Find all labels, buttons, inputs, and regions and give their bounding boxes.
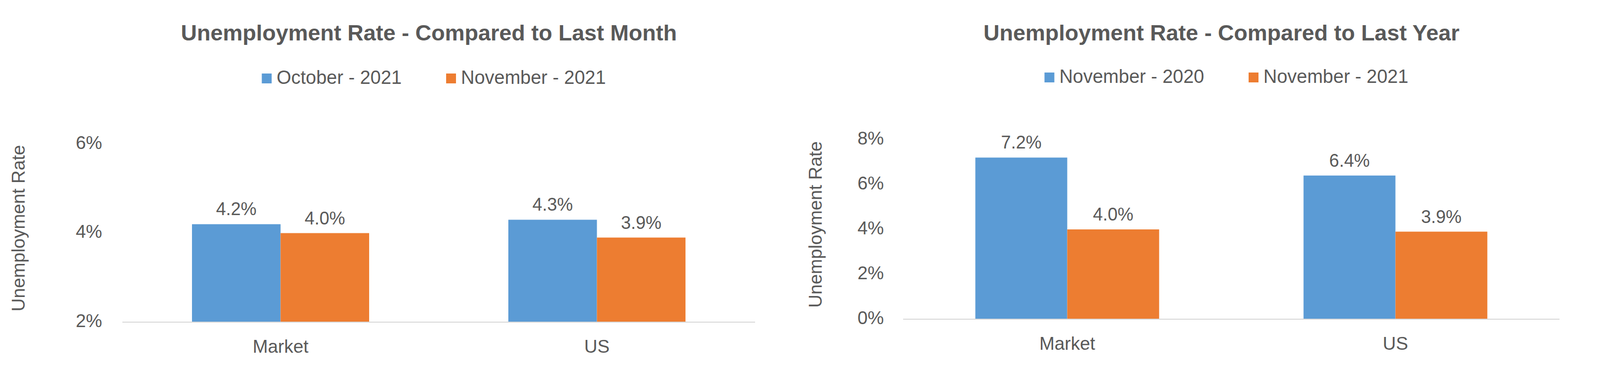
chart-title: Unemployment Rate - Compared to Last Yea… (983, 20, 1460, 46)
y-tick-label: 2% (76, 310, 103, 332)
legend: November - 2020 November - 2021 (1044, 66, 1409, 87)
bars (975, 157, 1487, 320)
bar (191, 224, 281, 323)
bar (508, 219, 597, 323)
bars (191, 219, 686, 323)
data-label: 7.2% (1000, 132, 1042, 153)
chart-canvas: Unemployment Rate - Compared to Last Mon… (0, 0, 1600, 370)
data-label: 4.2% (216, 198, 257, 220)
y-tick-label: 6% (76, 132, 103, 153)
data-label: 3.9% (1421, 206, 1462, 228)
y-tick-label: 2% (857, 263, 884, 284)
data-labels: 7.2% 4.0% 6.4% 3.9% (1000, 132, 1462, 227)
category-label: US (584, 336, 610, 357)
legend-label: November - 2021 (460, 67, 607, 88)
legend-label: October - 2021 (276, 67, 402, 88)
y-tick-label: 4% (857, 218, 884, 239)
chart: Unemployment Rate - Compared to Last Yea… (805, 20, 1560, 354)
data-label: 4.3% (532, 194, 573, 215)
bar (975, 157, 1067, 320)
y-tick-label: 0% (857, 307, 884, 329)
y-axis-label: Unemployment Rate (805, 141, 826, 308)
data-label: 4.0% (304, 208, 345, 229)
category-label: Market (1039, 333, 1096, 354)
legend-swatch (1248, 72, 1259, 83)
bar (280, 233, 370, 323)
data-label: 3.9% (620, 212, 662, 233)
chart-title: Unemployment Rate - Compared to Last Mon… (180, 20, 677, 46)
bar (1303, 175, 1396, 320)
x-axis-line (122, 321, 756, 323)
data-label: 6.4% (1329, 150, 1370, 171)
legend-swatch (1044, 72, 1055, 83)
x-axis-line (903, 318, 1560, 320)
data-labels: 4.2% 4.0% 4.3% 3.9% (216, 194, 662, 233)
legend-label: November - 2020 (1059, 66, 1205, 87)
chart: Unemployment Rate - Compared to Last Mon… (8, 20, 756, 357)
category-label: Market (252, 336, 309, 357)
category-label: US (1382, 333, 1409, 354)
legend-swatch (446, 73, 457, 84)
y-tick-label: 8% (857, 128, 884, 149)
legend: October - 2021 November - 2021 (261, 67, 606, 88)
y-axis-label: Unemployment Rate (8, 145, 29, 312)
y-tick-label: 6% (857, 173, 884, 194)
bar (597, 237, 686, 323)
legend-swatch (261, 73, 272, 84)
bar (1395, 231, 1488, 320)
data-label: 4.0% (1093, 204, 1134, 225)
legend-label: November - 2021 (1263, 66, 1409, 87)
y-tick-label: 4% (76, 221, 103, 242)
bar (1067, 229, 1160, 320)
